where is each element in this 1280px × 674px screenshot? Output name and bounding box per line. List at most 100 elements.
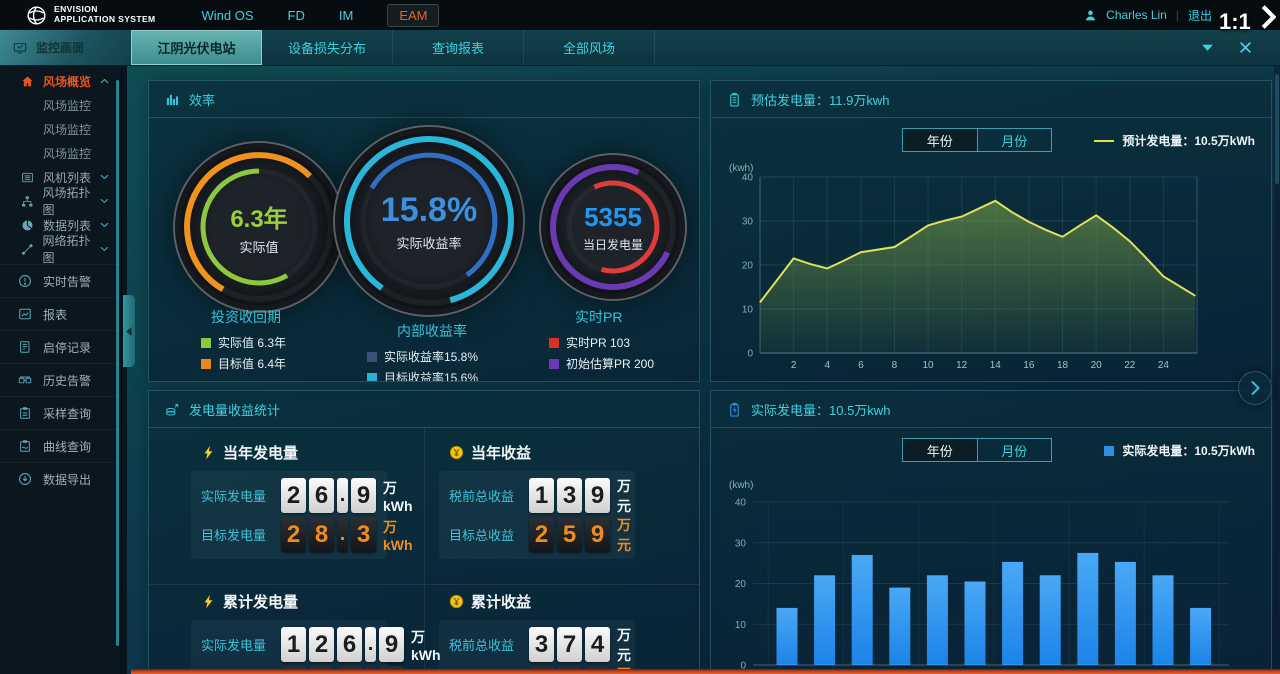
stat-row-label: 实际发电量 <box>201 638 267 653</box>
sidebar-item-start-stop-records[interactable]: 启停记录 <box>0 330 121 363</box>
svg-text:4: 4 <box>824 360 830 371</box>
nav-eam[interactable]: EAM <box>387 3 440 27</box>
digit-card: 1 <box>529 478 554 513</box>
monitor-icon <box>13 41 27 55</box>
tab-device-loss-distribution[interactable]: 设备损失分布 <box>262 30 393 65</box>
tab-all-wind-farms[interactable]: 全部风场 <box>524 30 655 65</box>
sidebar-item-label: 实时告警 <box>43 274 92 289</box>
actual-toggle-month-option[interactable]: 月份 <box>976 439 1052 461</box>
next-page-button[interactable] <box>1238 371 1272 405</box>
nav-fd[interactable]: FD <box>287 7 305 23</box>
tabs: 江阴光伏电站 设备损失分布 查询报表 全部风场 <box>131 30 655 65</box>
report-icon <box>18 307 32 321</box>
tab-jiangyin-pv-station[interactable]: 江阴光伏电站 <box>131 30 262 65</box>
sidebar-item-wind-farm-monitor-1[interactable]: 风场监控 <box>0 93 121 117</box>
stat-row: 税前总收益 1 3 9 万元 <box>449 476 631 515</box>
stat-unit: 万kWh <box>383 479 413 514</box>
gauge-legend-item: 初始估算PR 200 <box>549 355 654 372</box>
stats-panel-header: 发电量收益统计 <box>149 391 699 428</box>
actual-toggle-year-option[interactable]: 年份 <box>903 439 977 461</box>
actual-chart-legend: 实际发电量：10.5万kWh <box>1104 442 1255 459</box>
svg-text:40: 40 <box>735 498 747 509</box>
sample-icon <box>18 406 32 420</box>
forecast-toggle-month-option[interactable]: 月份 <box>976 129 1052 151</box>
envision-logo-text: ENVISION APPLICATION SYSTEM <box>54 4 156 25</box>
sidebar-item-data-list[interactable]: 数据列表 <box>0 213 121 237</box>
sidebar-item-network-topology[interactable]: 网络拓扑图 <box>0 234 121 265</box>
record-icon <box>18 340 32 354</box>
close-icon[interactable] <box>1239 41 1252 54</box>
sidebar-scrollbar[interactable] <box>116 80 119 646</box>
lightning-icon <box>201 594 216 609</box>
forecast-toggle-year-option[interactable]: 年份 <box>903 129 977 151</box>
sidebar-item-label: 风场监控 <box>43 98 92 113</box>
svg-text:30: 30 <box>742 217 754 228</box>
actual-generation-panel: 实际发电量：10.5万kwh 年份 月份 实际发电量：10.5万kWh 0 10 20… <box>710 390 1272 674</box>
gauge-legend-title: 投资收回期 <box>211 309 281 325</box>
svg-text:20: 20 <box>735 579 747 590</box>
gauge-value: 6.3年 <box>230 205 288 233</box>
monitor-screen-button[interactable]: 监控画面 <box>0 30 131 65</box>
curve-icon <box>18 439 32 453</box>
gauge-value: 15.8% <box>380 190 478 229</box>
svg-text:10: 10 <box>742 305 754 316</box>
logout-button[interactable]: 退出 <box>1187 8 1212 23</box>
gauge-label: 实际收益率 <box>396 235 462 251</box>
digit-card: 9 <box>351 478 376 513</box>
caret-up-icon <box>100 78 109 84</box>
sidebar-item-label: 报表 <box>43 307 68 322</box>
stat-unit: 万元 <box>617 477 631 514</box>
history-icon <box>18 373 32 387</box>
chevron-left-icon <box>126 326 132 336</box>
sidebar-collapse-handle[interactable] <box>123 295 135 367</box>
tab-query-report[interactable]: 查询报表 <box>393 30 524 65</box>
digit-dot-card: . <box>337 478 348 513</box>
caret-down-icon <box>100 174 109 180</box>
bar-chart-icon <box>165 92 180 107</box>
coins-icon <box>165 402 180 417</box>
sitemap-icon <box>21 195 34 208</box>
user-name[interactable]: Charles Lin <box>1106 8 1167 22</box>
sidebar-item-sampling-query[interactable]: 采样查询 <box>0 396 121 429</box>
svg-text:18: 18 <box>1057 360 1069 371</box>
legend-text: 实际值 6.3年 <box>218 336 287 350</box>
sidebar-item-label: 风机列表 <box>43 170 92 185</box>
battery-icon <box>727 92 742 107</box>
dropdown-caret-icon[interactable] <box>1201 41 1214 54</box>
efficiency-panel-title: 效率 <box>189 92 216 108</box>
sidebar-item-turbine-list[interactable]: 风机列表 <box>0 165 121 189</box>
sidebar-item-farm-topology[interactable]: 风场拓扑图 <box>0 186 121 217</box>
stat-block-cumulative-income: 累计收益税前总收益374万元目标总收益259万元 <box>424 584 699 674</box>
logo-line2: APPLICATION SYSTEM <box>54 14 156 24</box>
zoom-indicator: 1:1 <box>1219 9 1251 34</box>
overlay-next-arrow-icon[interactable] <box>1260 4 1277 30</box>
coin-icon <box>449 445 464 460</box>
envision-logo-icon <box>26 5 47 26</box>
stat-row-label: 税前总收益 <box>449 489 515 504</box>
lightning-icon <box>201 445 216 460</box>
stat-heading-label: 累计收益 <box>471 594 532 611</box>
sidebar-item-reports[interactable]: 报表 <box>0 297 121 330</box>
sidebar-item-wind-farm-monitor-3[interactable]: 风场监控 <box>0 141 121 165</box>
forecast-period-toggle: 年份 月份 <box>902 128 1052 152</box>
gauge-irr: 15.8% 实际收益率 <box>331 123 527 319</box>
sidebar-item-realtime-alarms[interactable]: 实时告警 <box>0 264 121 297</box>
sidebar-item-history-alarms[interactable]: 历史告警 <box>0 363 121 396</box>
sidebar-item-wind-farm-monitor-2[interactable]: 风场监控 <box>0 117 121 141</box>
sidebar-item-data-export[interactable]: 数据导出 <box>0 462 121 495</box>
page-scrollbar[interactable] <box>1274 66 1280 674</box>
nav-wind-os[interactable]: Wind OS <box>201 7 254 23</box>
legend-text: 目标值 6.4年 <box>218 357 287 371</box>
nav-im[interactable]: IM <box>338 7 354 23</box>
sidebar-group-section: 风场概览 风场监控 风场监控 风场监控 风机列表 风场拓扑图 数据列表 网络拓扑图 <box>0 66 121 265</box>
sidebar-item-curve-query[interactable]: 曲线查询 <box>0 429 121 462</box>
sidebar-single-section: 实时告警报表启停记录 历史告警 采样查询 曲线查询 数据导出 <box>0 264 121 495</box>
page-scrollbar-thumb[interactable] <box>1275 74 1279 184</box>
digit-card: 8 <box>309 517 334 552</box>
stats-panel-title: 发电量收益统计 <box>189 402 281 418</box>
sidebar-item-wind-farm-overview[interactable]: 风场概览 <box>0 69 121 93</box>
